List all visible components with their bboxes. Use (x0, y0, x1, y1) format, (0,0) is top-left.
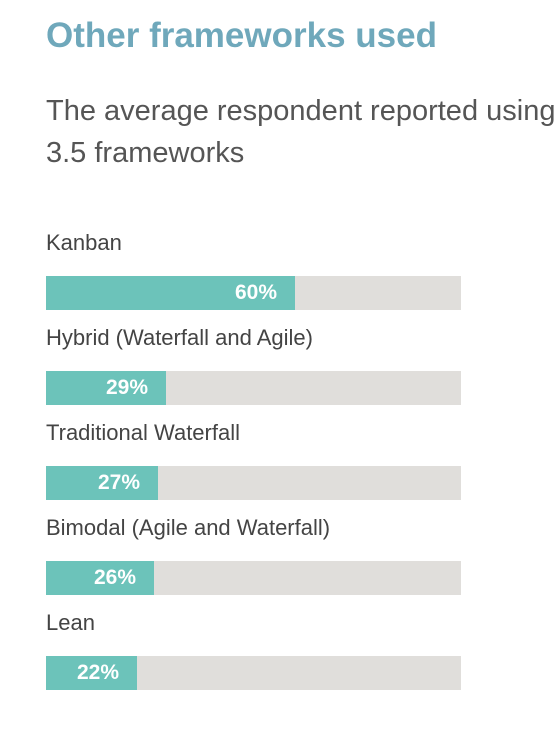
bar-track: 29% (46, 371, 461, 405)
bar-row: Hybrid (Waterfall and Agile) 29% (46, 323, 461, 418)
bar-row: Bimodal (Agile and Waterfall) 26% (46, 513, 461, 608)
bar-row: Kanban 60% (46, 228, 461, 323)
bar: 60% (46, 276, 295, 310)
chart-title: Other frameworks used (46, 16, 437, 55)
bar: 29% (46, 371, 166, 405)
bar: 27% (46, 466, 158, 500)
bar: 26% (46, 561, 154, 595)
bar-chart: Kanban 60% Hybrid (Waterfall and Agile) 29%… (46, 228, 461, 703)
bar-value-label: 26% (93, 566, 136, 589)
category-label: Kanban (46, 230, 122, 255)
bar-track: 60% (46, 276, 461, 310)
bar-row: Traditional Waterfall 27% (46, 418, 461, 513)
bar-value-label: 27% (97, 471, 140, 494)
bar-value-label: 22% (76, 661, 119, 684)
bar-value-label: 29% (105, 376, 148, 399)
bar-track: 26% (46, 561, 461, 595)
bar-value-label: 60% (234, 281, 277, 304)
category-label: Traditional Waterfall (46, 420, 240, 445)
bar-track: 27% (46, 466, 461, 500)
bar: 22% (46, 656, 137, 690)
category-label: Lean (46, 610, 95, 635)
bar-row: Lean 22% (46, 608, 461, 703)
chart-subtitle: The average respondent reported using 3.… (46, 95, 556, 169)
bar-track: 22% (46, 656, 461, 690)
category-label: Bimodal (Agile and Waterfall) (46, 515, 331, 540)
category-label: Hybrid (Waterfall and Agile) (46, 325, 313, 350)
